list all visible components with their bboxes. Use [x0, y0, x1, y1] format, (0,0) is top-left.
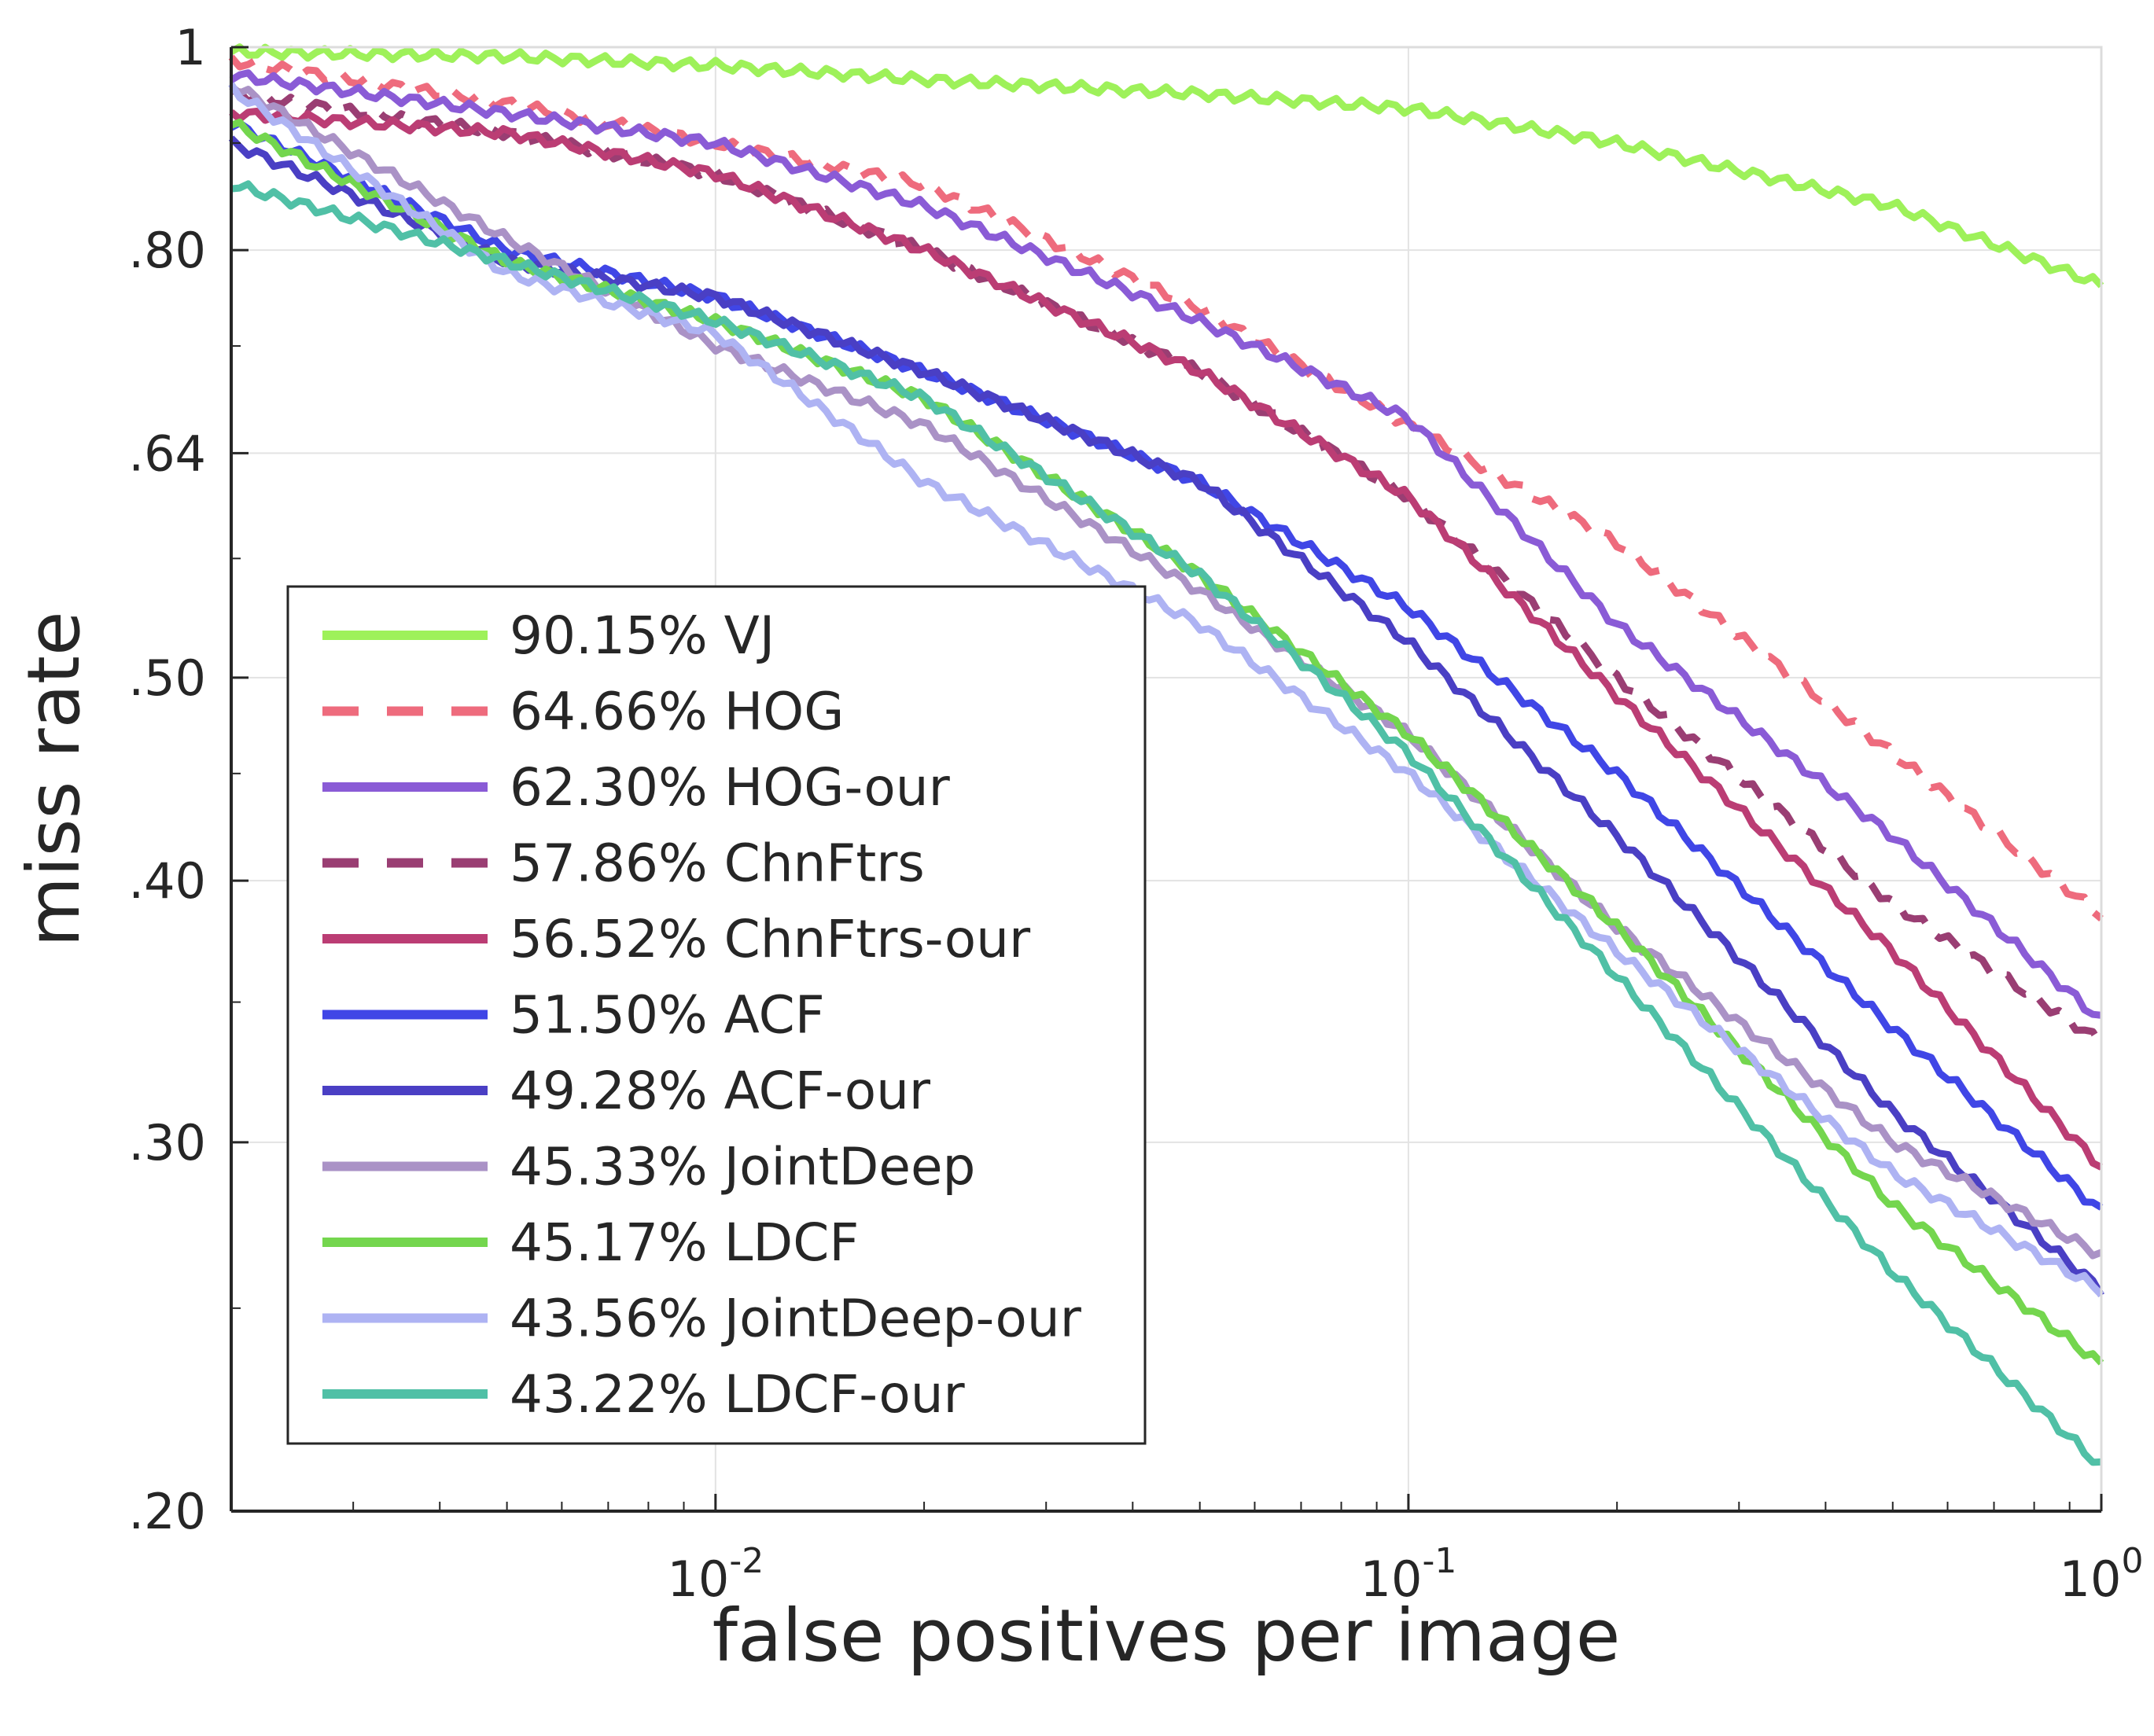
- legend-label: 64.66% HOG: [510, 682, 844, 742]
- legend-label: 43.22% LDCF-our: [510, 1364, 966, 1425]
- y-tick-label: .20: [128, 1483, 206, 1540]
- legend-label: 62.30% HOG-our: [510, 757, 951, 818]
- series-lines: [228, 43, 2104, 1466]
- x-ticks: 10-2 10-1 100: [230, 1494, 2144, 1608]
- y-tick-label: 1: [175, 19, 206, 76]
- y-axis-label: miss rate: [12, 611, 96, 947]
- series-line-jointdeep-our: [228, 82, 2104, 1298]
- legend-label: 57.86% ChnFtrs: [510, 833, 925, 894]
- series-line-hog-our: [229, 69, 2102, 1019]
- y-ticks: 1 .80 .64 .50 .40 .30 .20: [128, 19, 249, 1540]
- legend-label: 56.52% ChnFtrs-our: [510, 909, 1031, 969]
- y-tick-label: .64: [128, 425, 206, 482]
- y-tick-label: .50: [128, 649, 206, 707]
- legend-label: 51.50% ACF: [510, 985, 825, 1046]
- legend: 90.15% VJ 64.66% HOG 62.30% HOG-our 57.86% …: [286, 585, 1147, 1445]
- series-line-jointdeep: [229, 83, 2103, 1260]
- x-tick-label: 10-2: [667, 1541, 764, 1608]
- series-line-hog: [228, 54, 2104, 921]
- series-line-vj: [229, 43, 2104, 289]
- series-line-ldcf-our: [230, 180, 2102, 1466]
- legend-label: 90.15% VJ: [510, 605, 775, 666]
- series-line-chnftrs-our: [229, 108, 2104, 1171]
- y-tick-label: .40: [128, 852, 206, 910]
- x-tick-label: 10-1: [1361, 1541, 1457, 1608]
- legend-label: 45.33% JointDeep: [510, 1137, 975, 1197]
- legend-label: 49.28% ACF-our: [510, 1061, 931, 1121]
- x-tick-label: 100: [2060, 1541, 2144, 1608]
- y-tick-label: .80: [128, 222, 206, 279]
- x-axis-label: false positives per image: [712, 1594, 1621, 1678]
- legend-label: 43.56% JointDeep-our: [510, 1289, 1082, 1349]
- legend-label: 45.17% LDCF: [510, 1212, 859, 1273]
- y-tick-label: .30: [128, 1114, 206, 1171]
